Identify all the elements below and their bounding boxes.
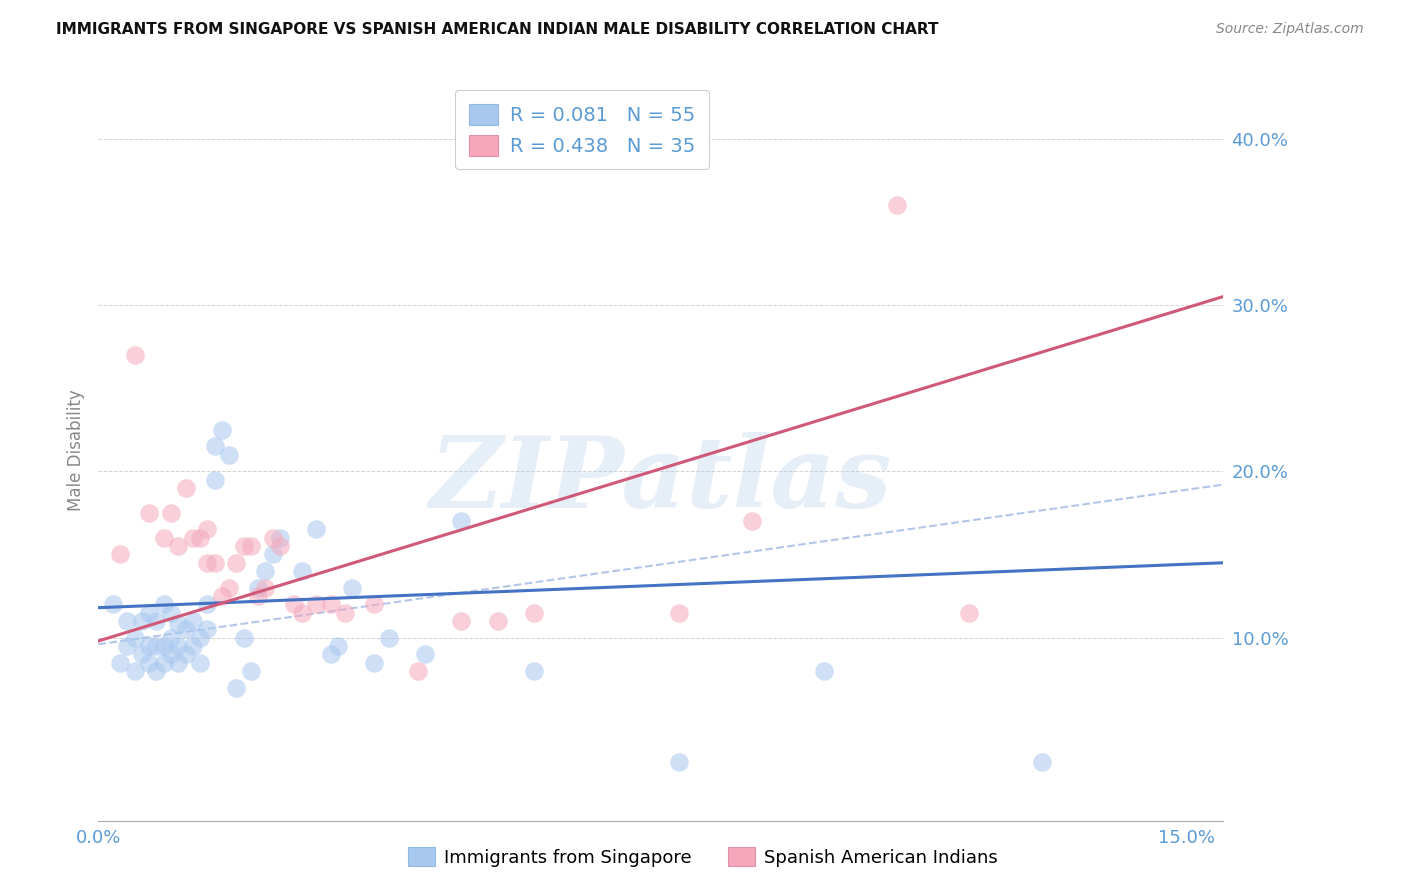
Point <box>254 564 277 578</box>
Point <box>523 606 546 620</box>
Point <box>101 598 124 612</box>
Point <box>523 664 546 678</box>
Point <box>188 631 211 645</box>
Point <box>117 614 139 628</box>
Point <box>1031 756 1053 770</box>
Legend: Immigrants from Singapore, Spanish American Indians: Immigrants from Singapore, Spanish Ameri… <box>401 840 1005 874</box>
Point <box>225 556 247 570</box>
Point <box>181 639 204 653</box>
Point <box>167 617 190 632</box>
Point <box>174 481 197 495</box>
Text: Source: ZipAtlas.com: Source: ZipAtlas.com <box>1216 22 1364 37</box>
Point <box>167 639 190 653</box>
Point <box>211 589 233 603</box>
Point <box>152 656 174 670</box>
Point <box>195 523 218 537</box>
Point <box>211 423 233 437</box>
Point <box>225 681 247 695</box>
Point <box>117 639 139 653</box>
Point <box>138 656 160 670</box>
Point <box>152 598 174 612</box>
Point <box>450 514 472 528</box>
Point <box>269 531 291 545</box>
Point <box>124 631 146 645</box>
Point <box>413 647 436 661</box>
Point <box>262 531 284 545</box>
Point <box>108 548 131 562</box>
Point <box>188 531 211 545</box>
Point <box>305 523 328 537</box>
Point <box>247 589 270 603</box>
Point <box>741 514 763 528</box>
Point <box>319 598 342 612</box>
Point <box>283 598 305 612</box>
Point <box>377 631 399 645</box>
Point <box>152 639 174 653</box>
Point <box>145 614 167 628</box>
Point <box>145 664 167 678</box>
Point <box>363 656 385 670</box>
Point <box>204 473 226 487</box>
Point <box>145 639 167 653</box>
Point <box>668 606 690 620</box>
Point <box>167 656 190 670</box>
Y-axis label: Male Disability: Male Disability <box>66 390 84 511</box>
Point <box>181 531 204 545</box>
Point <box>195 598 218 612</box>
Point <box>406 664 429 678</box>
Point <box>239 539 262 553</box>
Point <box>886 198 908 212</box>
Point <box>160 606 183 620</box>
Point <box>218 448 240 462</box>
Point <box>486 614 509 628</box>
Point <box>305 598 328 612</box>
Point <box>131 647 153 661</box>
Point <box>138 606 160 620</box>
Legend: R = 0.081   N = 55, R = 0.438   N = 35: R = 0.081 N = 55, R = 0.438 N = 35 <box>456 90 709 169</box>
Point <box>247 581 270 595</box>
Point <box>195 556 218 570</box>
Point <box>108 656 131 670</box>
Point <box>668 756 690 770</box>
Point <box>131 614 153 628</box>
Point <box>319 647 342 661</box>
Point <box>174 623 197 637</box>
Point <box>138 639 160 653</box>
Point <box>204 556 226 570</box>
Point <box>291 606 314 620</box>
Point <box>204 439 226 453</box>
Point <box>124 664 146 678</box>
Point <box>333 606 356 620</box>
Text: IMMIGRANTS FROM SINGAPORE VS SPANISH AMERICAN INDIAN MALE DISABILITY CORRELATION: IMMIGRANTS FROM SINGAPORE VS SPANISH AME… <box>56 22 939 37</box>
Point <box>174 647 197 661</box>
Point <box>160 631 183 645</box>
Point <box>813 664 835 678</box>
Point <box>218 581 240 595</box>
Point <box>181 614 204 628</box>
Point <box>232 631 254 645</box>
Point <box>124 348 146 362</box>
Point <box>326 639 349 653</box>
Point <box>254 581 277 595</box>
Point <box>188 656 211 670</box>
Point <box>239 664 262 678</box>
Point <box>160 647 183 661</box>
Point <box>342 581 364 595</box>
Point <box>957 606 980 620</box>
Point <box>363 598 385 612</box>
Point <box>291 564 314 578</box>
Point <box>138 506 160 520</box>
Text: ZIPatlas: ZIPatlas <box>430 432 891 528</box>
Point <box>262 548 284 562</box>
Point <box>269 539 291 553</box>
Point <box>450 614 472 628</box>
Point <box>167 539 190 553</box>
Point <box>152 531 174 545</box>
Point <box>160 506 183 520</box>
Point <box>195 623 218 637</box>
Point <box>232 539 254 553</box>
